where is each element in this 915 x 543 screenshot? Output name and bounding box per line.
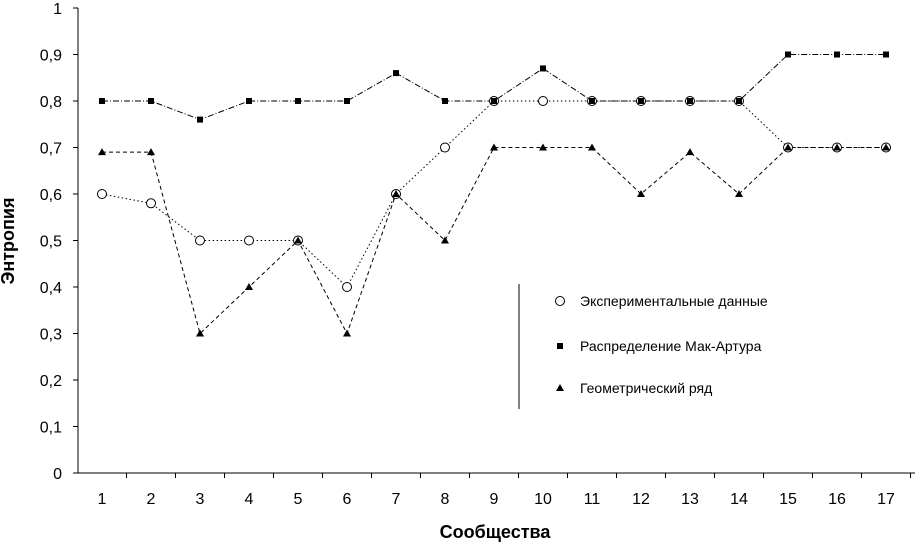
legend-marker-2: [557, 343, 563, 349]
data-point-series-2: [148, 98, 154, 104]
x-tick-label: 12: [632, 491, 650, 508]
x-tick-label: 17: [877, 491, 895, 508]
series-line-2: [102, 54, 886, 121]
data-point-series-2: [687, 98, 693, 104]
data-point-series-1: [244, 235, 254, 246]
y-tick-label: 0,1: [40, 420, 62, 437]
legend: Экспериментальные данные Распределение Ма…: [518, 284, 768, 409]
data-point-series-2: [540, 65, 546, 72]
data-point-series-2: [197, 116, 203, 123]
data-point-series-2: [736, 98, 742, 104]
data-point-series-3: [539, 143, 547, 151]
x-tick-label: 3: [196, 491, 205, 508]
data-point-series-2: [295, 98, 301, 104]
x-tick-label: 14: [730, 491, 748, 508]
data-point-series-3: [245, 283, 253, 290]
data-point-series-1: [342, 282, 352, 292]
data-point-series-3: [98, 148, 106, 156]
x-tick-label: 2: [147, 491, 156, 508]
legend-label-2: Распределение Мак-Артура: [580, 338, 762, 354]
data-point-series-3: [588, 143, 596, 151]
data-point-series-2: [589, 98, 595, 104]
data-point-series-2: [99, 98, 105, 104]
data-point-series-3: [392, 190, 400, 197]
x-axis-title: Сообщества: [440, 522, 552, 542]
y-tick-label: 0,2: [40, 373, 62, 390]
y-tick-label: 1: [53, 1, 62, 18]
data-point-series-2: [785, 51, 791, 58]
y-tick-label: 0,8: [40, 94, 62, 111]
data-point-series-2: [246, 98, 252, 104]
series-line-3: [102, 147, 886, 335]
legend-marker-3: [556, 384, 564, 391]
x-tick-label: 1: [98, 491, 107, 508]
data-point-series-1: [440, 142, 450, 153]
data-point-series-2: [344, 98, 350, 104]
data-point-series-2: [442, 98, 448, 104]
data-point-series-3: [196, 329, 204, 337]
y-tick-label: 0: [53, 466, 62, 483]
data-point-series-3: [147, 148, 155, 156]
data-point-series-2: [883, 51, 889, 58]
legend-marker-1: [555, 296, 565, 306]
y-tick-label: 0,5: [40, 234, 62, 251]
data-point-series-2: [834, 51, 840, 58]
legend-label-1: Экспериментальные данные: [580, 293, 768, 309]
data-point-series-2: [393, 70, 399, 77]
x-tick-label: 7: [392, 491, 401, 508]
legend-label-3: Геометрический ряд: [580, 380, 712, 396]
x-tick-label: 13: [681, 491, 699, 508]
x-tick-label: 15: [779, 491, 797, 508]
axes: 00,10,20,30,40,50,60,70,80,911 2 3 4 5 6 7 8 9 10…: [40, 1, 915, 508]
data-point-series-3: [490, 143, 498, 151]
data-point-series-2: [638, 98, 644, 104]
x-tick-label: 5: [294, 491, 303, 508]
x-tick-label: 4: [245, 491, 254, 508]
x-tick-label: 10: [534, 491, 552, 508]
y-tick-label: 0,9: [40, 48, 62, 65]
data-point-series-3: [637, 190, 645, 197]
data-point-series-3: [735, 190, 743, 197]
y-tick-label: 0,4: [40, 280, 62, 297]
series-markers: [97, 51, 891, 337]
data-point-series-3: [686, 148, 694, 156]
data-point-series-1: [97, 189, 107, 199]
data-point-series-1: [538, 96, 548, 106]
x-tick-label: 6: [343, 491, 352, 508]
y-tick-label: 0,6: [40, 187, 62, 204]
y-tick-label: 0,3: [40, 327, 62, 344]
data-point-series-1: [146, 198, 156, 209]
data-point-series-3: [343, 329, 351, 337]
data-point-series-1: [195, 235, 205, 246]
data-point-series-3: [294, 236, 302, 244]
data-point-series-2: [491, 98, 497, 104]
series-line-1: [101, 100, 886, 288]
data-point-series-3: [441, 236, 449, 244]
x-tick-label: 11: [584, 491, 601, 508]
x-tick-label: 8: [441, 491, 450, 508]
x-tick-label: 9: [490, 491, 499, 508]
data-point-series-3: [784, 143, 792, 151]
data-point-series-3: [882, 143, 890, 151]
data-point-series-3: [833, 143, 841, 151]
y-axis-title: Энтропия: [0, 198, 18, 285]
y-tick-label: 0,7: [40, 141, 62, 158]
x-tick-label: 16: [828, 491, 846, 508]
